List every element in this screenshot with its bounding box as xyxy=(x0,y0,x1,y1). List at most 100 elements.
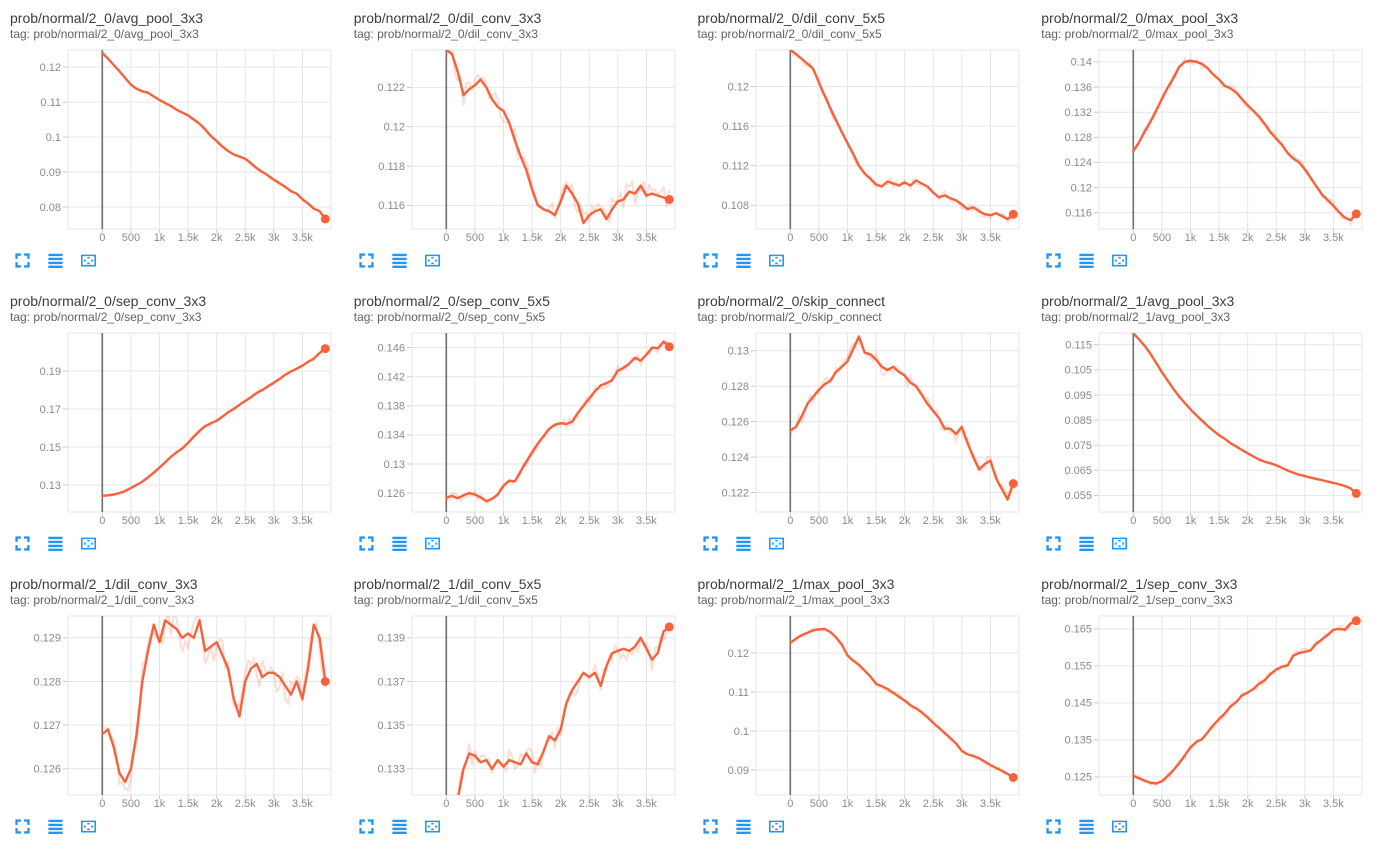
y-tick-label: 0.12 xyxy=(1071,182,1092,194)
data-series-button[interactable] xyxy=(1077,817,1096,836)
data-series-button[interactable] xyxy=(734,534,753,553)
y-tick-label: 0.129 xyxy=(33,633,61,645)
x-tick-label: 3.5k xyxy=(636,515,657,527)
fit-domain-button[interactable] xyxy=(767,817,786,836)
chart-card: prob/normal/2_1/max_pool_3x3 tag: prob/n… xyxy=(688,566,1032,843)
fit-domain-button[interactable] xyxy=(79,817,98,836)
final-value-dot xyxy=(664,622,674,632)
fullscreen-button[interactable] xyxy=(701,817,720,836)
chart-card: prob/normal/2_0/sep_conv_3x3 tag: prob/n… xyxy=(0,283,344,566)
fullscreen-button[interactable] xyxy=(357,251,376,270)
final-value-dot xyxy=(1352,616,1362,626)
fit-domain-button[interactable] xyxy=(423,251,442,270)
fullscreen-button[interactable] xyxy=(13,251,32,270)
x-tick-label: 500 xyxy=(1153,515,1171,527)
y-tick-label: 0.138 xyxy=(377,401,405,413)
scalar-line-chart[interactable]: 0 500 1k 1.5k 2k 2.5k 3k 3.5k 0.12 0.11 0.1 0.09 xyxy=(688,611,1032,811)
fullscreen-icon xyxy=(702,253,718,268)
fit-domain-button[interactable] xyxy=(767,251,786,270)
fullscreen-button[interactable] xyxy=(13,534,32,553)
x-tick-label: 2.5k xyxy=(579,798,600,810)
x-tick-label: 500 xyxy=(122,232,140,244)
chart-title: prob/normal/2_0/max_pool_3x3 xyxy=(1041,10,1239,26)
scalar-line-chart[interactable]: 0 500 1k 1.5k 2k 2.5k 3k 3.5k 0.12 0.11 0.1 0.09 0.0… xyxy=(0,45,344,245)
x-tick-label: 1k xyxy=(497,515,509,527)
x-tick-label: 2k xyxy=(1242,232,1254,244)
data-series-button[interactable] xyxy=(390,817,409,836)
chart-tag: tag: prob/normal/2_1/max_pool_3x3 xyxy=(697,593,890,607)
x-tick-label: 3.5k xyxy=(636,798,657,810)
chart-tag: tag: prob/normal/2_0/sep_conv_3x3 xyxy=(10,310,202,324)
scalar-line-chart[interactable]: 0 500 1k 1.5k 2k 2.5k 3k 3.5k 0.14 0.136 0.132 0.12… xyxy=(1031,45,1375,245)
fullscreen-button[interactable] xyxy=(1044,534,1063,553)
x-tick-label: 1.5k xyxy=(178,515,199,527)
x-tick-label: 2k xyxy=(211,232,223,244)
scalar-line-chart[interactable]: 0 500 1k 1.5k 2k 2.5k 3k 3.5k 0.165 0.155 0.145 0.1… xyxy=(1031,611,1375,811)
x-tick-label: 2k xyxy=(555,515,567,527)
x-tick-label: 500 xyxy=(1153,232,1171,244)
final-value-dot xyxy=(664,195,674,204)
plot-border xyxy=(411,49,676,230)
fullscreen-button[interactable] xyxy=(1044,817,1063,836)
fullscreen-icon xyxy=(15,536,30,551)
fit-domain-button[interactable] xyxy=(423,817,442,836)
scalar-line-chart[interactable]: 0 500 1k 1.5k 2k 2.5k 3k 3.5k 0.12 0.116 0.112 0.10… xyxy=(688,45,1032,245)
y-tick-label: 0.12 xyxy=(40,62,61,74)
fullscreen-button[interactable] xyxy=(13,817,32,836)
fullscreen-button[interactable] xyxy=(701,534,720,553)
data-series-button[interactable] xyxy=(46,817,65,836)
chart-card: prob/normal/2_0/avg_pool_3x3 tag: prob/n… xyxy=(0,0,344,283)
fullscreen-button[interactable] xyxy=(701,251,720,270)
scalar-line-chart[interactable]: 0 500 1k 1.5k 2k 2.5k 3k 3.5k 0.115 0.105 0.095 0.0… xyxy=(1031,328,1375,528)
fit-domain-button[interactable] xyxy=(1110,534,1129,553)
chart-tag: tag: prob/normal/2_0/sep_conv_5x5 xyxy=(353,310,546,324)
data-series-button[interactable] xyxy=(390,251,409,270)
data-series-button[interactable] xyxy=(390,534,409,553)
raw-series-line xyxy=(1133,56,1358,228)
y-tick-label: 0.075 xyxy=(1065,440,1093,452)
x-tick-label: 3k xyxy=(955,232,967,244)
data-series-button[interactable] xyxy=(734,817,753,836)
data-series-button[interactable] xyxy=(1077,251,1096,270)
fit-domain-button[interactable] xyxy=(767,534,786,553)
scalar-line-chart[interactable]: 0 500 1k 1.5k 2k 2.5k 3k 3.5k 0.139 0.137 0.135 0.1… xyxy=(344,611,688,811)
y-tick-label: 0.095 xyxy=(1065,390,1093,402)
chart-card: prob/normal/2_0/max_pool_3x3 tag: prob/n… xyxy=(1031,0,1375,283)
chart-card: prob/normal/2_1/sep_conv_3x3 tag: prob/n… xyxy=(1031,566,1375,843)
card-toolbar xyxy=(13,251,344,270)
data-series-button[interactable] xyxy=(46,534,65,553)
x-tick-label: 2k xyxy=(898,798,910,810)
data-series-button[interactable] xyxy=(1077,534,1096,553)
scalar-line-chart[interactable]: 0 500 1k 1.5k 2k 2.5k 3k 3.5k 0.122 0.12 0.118 0.11… xyxy=(344,45,688,245)
fit-domain-button[interactable] xyxy=(423,534,442,553)
fit-domain-button[interactable] xyxy=(79,251,98,270)
smoothed-series-line xyxy=(444,50,671,225)
fit-domain-button[interactable] xyxy=(1110,817,1129,836)
y-tick-label: 0.116 xyxy=(722,121,749,133)
scalar-line-chart[interactable]: 0 500 1k 1.5k 2k 2.5k 3k 3.5k 0.129 0.128 0.127 0.1… xyxy=(0,611,344,811)
scalar-line-chart[interactable]: 0 500 1k 1.5k 2k 2.5k 3k 3.5k 0.146 0.142 0.138 0.1… xyxy=(344,328,688,528)
chart-card: prob/normal/2_1/dil_conv_5x5 tag: prob/n… xyxy=(344,566,688,843)
fullscreen-icon xyxy=(359,819,374,834)
scalar-line-chart[interactable]: 0 500 1k 1.5k 2k 2.5k 3k 3.5k 0.13 0.128 0.126 0.12… xyxy=(688,328,1032,528)
fit-domain-button[interactable] xyxy=(79,534,98,553)
y-tick-label: 0.135 xyxy=(377,720,405,732)
y-tick-label: 0.13 xyxy=(40,480,61,492)
fullscreen-button[interactable] xyxy=(357,817,376,836)
scalar-line-chart[interactable]: 0 500 1k 1.5k 2k 2.5k 3k 3.5k 0.19 0.17 0.15 0.13 xyxy=(0,328,344,528)
data-series-icon xyxy=(735,819,751,835)
y-tick-label: 0.105 xyxy=(1065,365,1093,377)
y-tick-label: 0.15 xyxy=(40,442,61,454)
fit-domain-button[interactable] xyxy=(1110,251,1129,270)
fullscreen-button[interactable] xyxy=(357,534,376,553)
data-series-button[interactable] xyxy=(46,251,65,270)
x-tick-label: 500 xyxy=(465,798,483,810)
smoothed-series-line xyxy=(788,335,1014,501)
data-series-button[interactable] xyxy=(734,251,753,270)
card-toolbar xyxy=(1044,817,1375,836)
x-tick-label: 3k xyxy=(955,798,967,810)
x-tick-label: 0 xyxy=(787,515,793,527)
fullscreen-button[interactable] xyxy=(1044,251,1063,270)
x-tick-label: 1k xyxy=(1185,798,1197,810)
x-tick-label: 1.5k xyxy=(178,232,199,244)
